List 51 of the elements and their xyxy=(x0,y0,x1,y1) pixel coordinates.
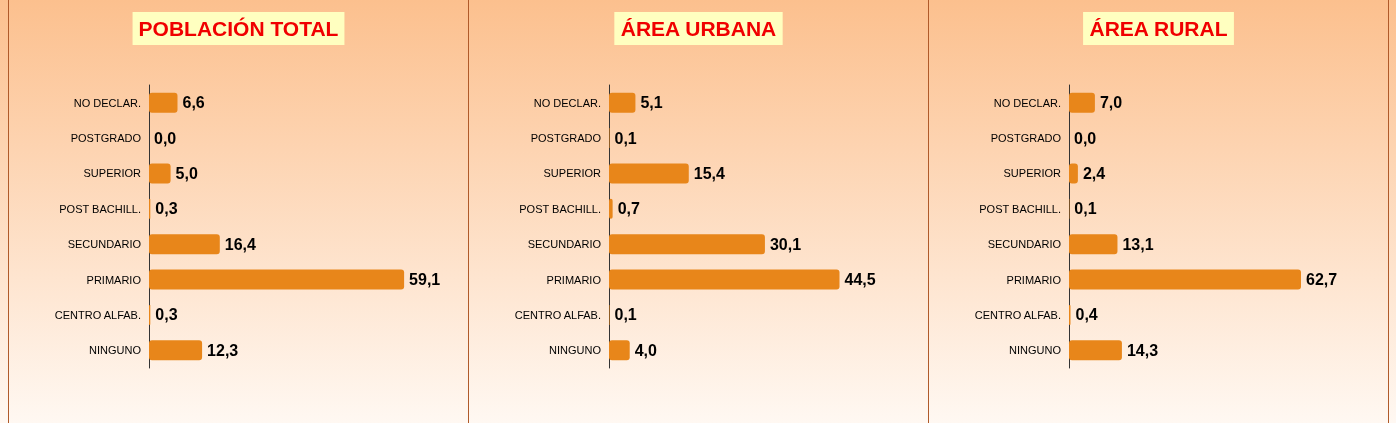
y-tick-label: PRIMARIO xyxy=(1006,273,1062,286)
y-tick-label: NINGUNO xyxy=(89,344,142,357)
y-tick-label: POSTGRADO xyxy=(530,132,602,145)
data-label: 5,1 xyxy=(640,94,663,112)
data-label: 0,3 xyxy=(155,306,178,324)
data-label: 0,1 xyxy=(614,306,637,324)
data-label: 0,1 xyxy=(1074,200,1097,218)
chart-title: ÁREA RURAL xyxy=(1089,17,1228,40)
data-label: 2,4 xyxy=(1082,164,1106,182)
data-label: 4,0 xyxy=(634,341,658,359)
y-tick-label: NINGUNO xyxy=(549,344,602,357)
data-label: 16,4 xyxy=(224,235,257,253)
data-label: 0,7 xyxy=(617,200,640,218)
y-tick-label: POST BACHILL. xyxy=(519,202,601,215)
y-tick-label: SUPERIOR xyxy=(543,167,602,180)
chart-title: ÁREA URBANA xyxy=(620,17,777,40)
y-tick-label: NO DECLAR. xyxy=(533,96,601,109)
chart-title: POBLACIÓN TOTAL xyxy=(138,17,339,40)
data-label: 30,1 xyxy=(769,235,802,253)
data-label: 0,1 xyxy=(614,129,637,147)
data-label: 14,3 xyxy=(1126,341,1159,359)
y-tick-label: PRIMARIO xyxy=(86,273,142,286)
y-tick-label: SECUNDARIO xyxy=(527,238,602,251)
data-label: 7,0 xyxy=(1099,94,1123,112)
y-tick-label: POSTGRADO xyxy=(990,132,1062,145)
data-label: 0,0 xyxy=(154,129,177,147)
data-label: 6,6 xyxy=(182,94,205,112)
y-tick-label: POSTGRADO xyxy=(70,132,142,145)
y-tick-label: NO DECLAR. xyxy=(993,96,1061,109)
data-label: 0,0 xyxy=(1074,129,1097,147)
data-label: 12,3 xyxy=(207,341,239,359)
y-tick-label: PRIMARIO xyxy=(546,273,602,286)
y-tick-label: SECUNDARIO xyxy=(67,238,142,251)
data-label: 15,4 xyxy=(693,164,726,182)
y-tick-label: CENTRO ALFAB. xyxy=(974,308,1061,321)
y-tick-label: CENTRO ALFAB. xyxy=(514,308,601,321)
data-label: 62,7 xyxy=(1305,271,1338,289)
y-tick-label: SUPERIOR xyxy=(1003,167,1062,180)
y-tick-label: NO DECLAR. xyxy=(73,96,141,109)
data-label: 5,0 xyxy=(175,164,198,182)
data-label: 13,1 xyxy=(1122,235,1154,253)
y-tick-label: POST BACHILL. xyxy=(59,202,141,215)
y-tick-label: POST BACHILL. xyxy=(979,202,1061,215)
data-label: 0,4 xyxy=(1075,306,1098,324)
y-tick-label: NINGUNO xyxy=(1009,344,1062,357)
data-label: 59,1 xyxy=(409,271,441,289)
y-tick-label: CENTRO ALFAB. xyxy=(54,308,141,321)
data-label: 44,5 xyxy=(844,271,876,289)
y-tick-label: SUPERIOR xyxy=(83,167,142,180)
data-label: 0,3 xyxy=(155,200,178,218)
y-tick-label: SECUNDARIO xyxy=(987,238,1062,251)
